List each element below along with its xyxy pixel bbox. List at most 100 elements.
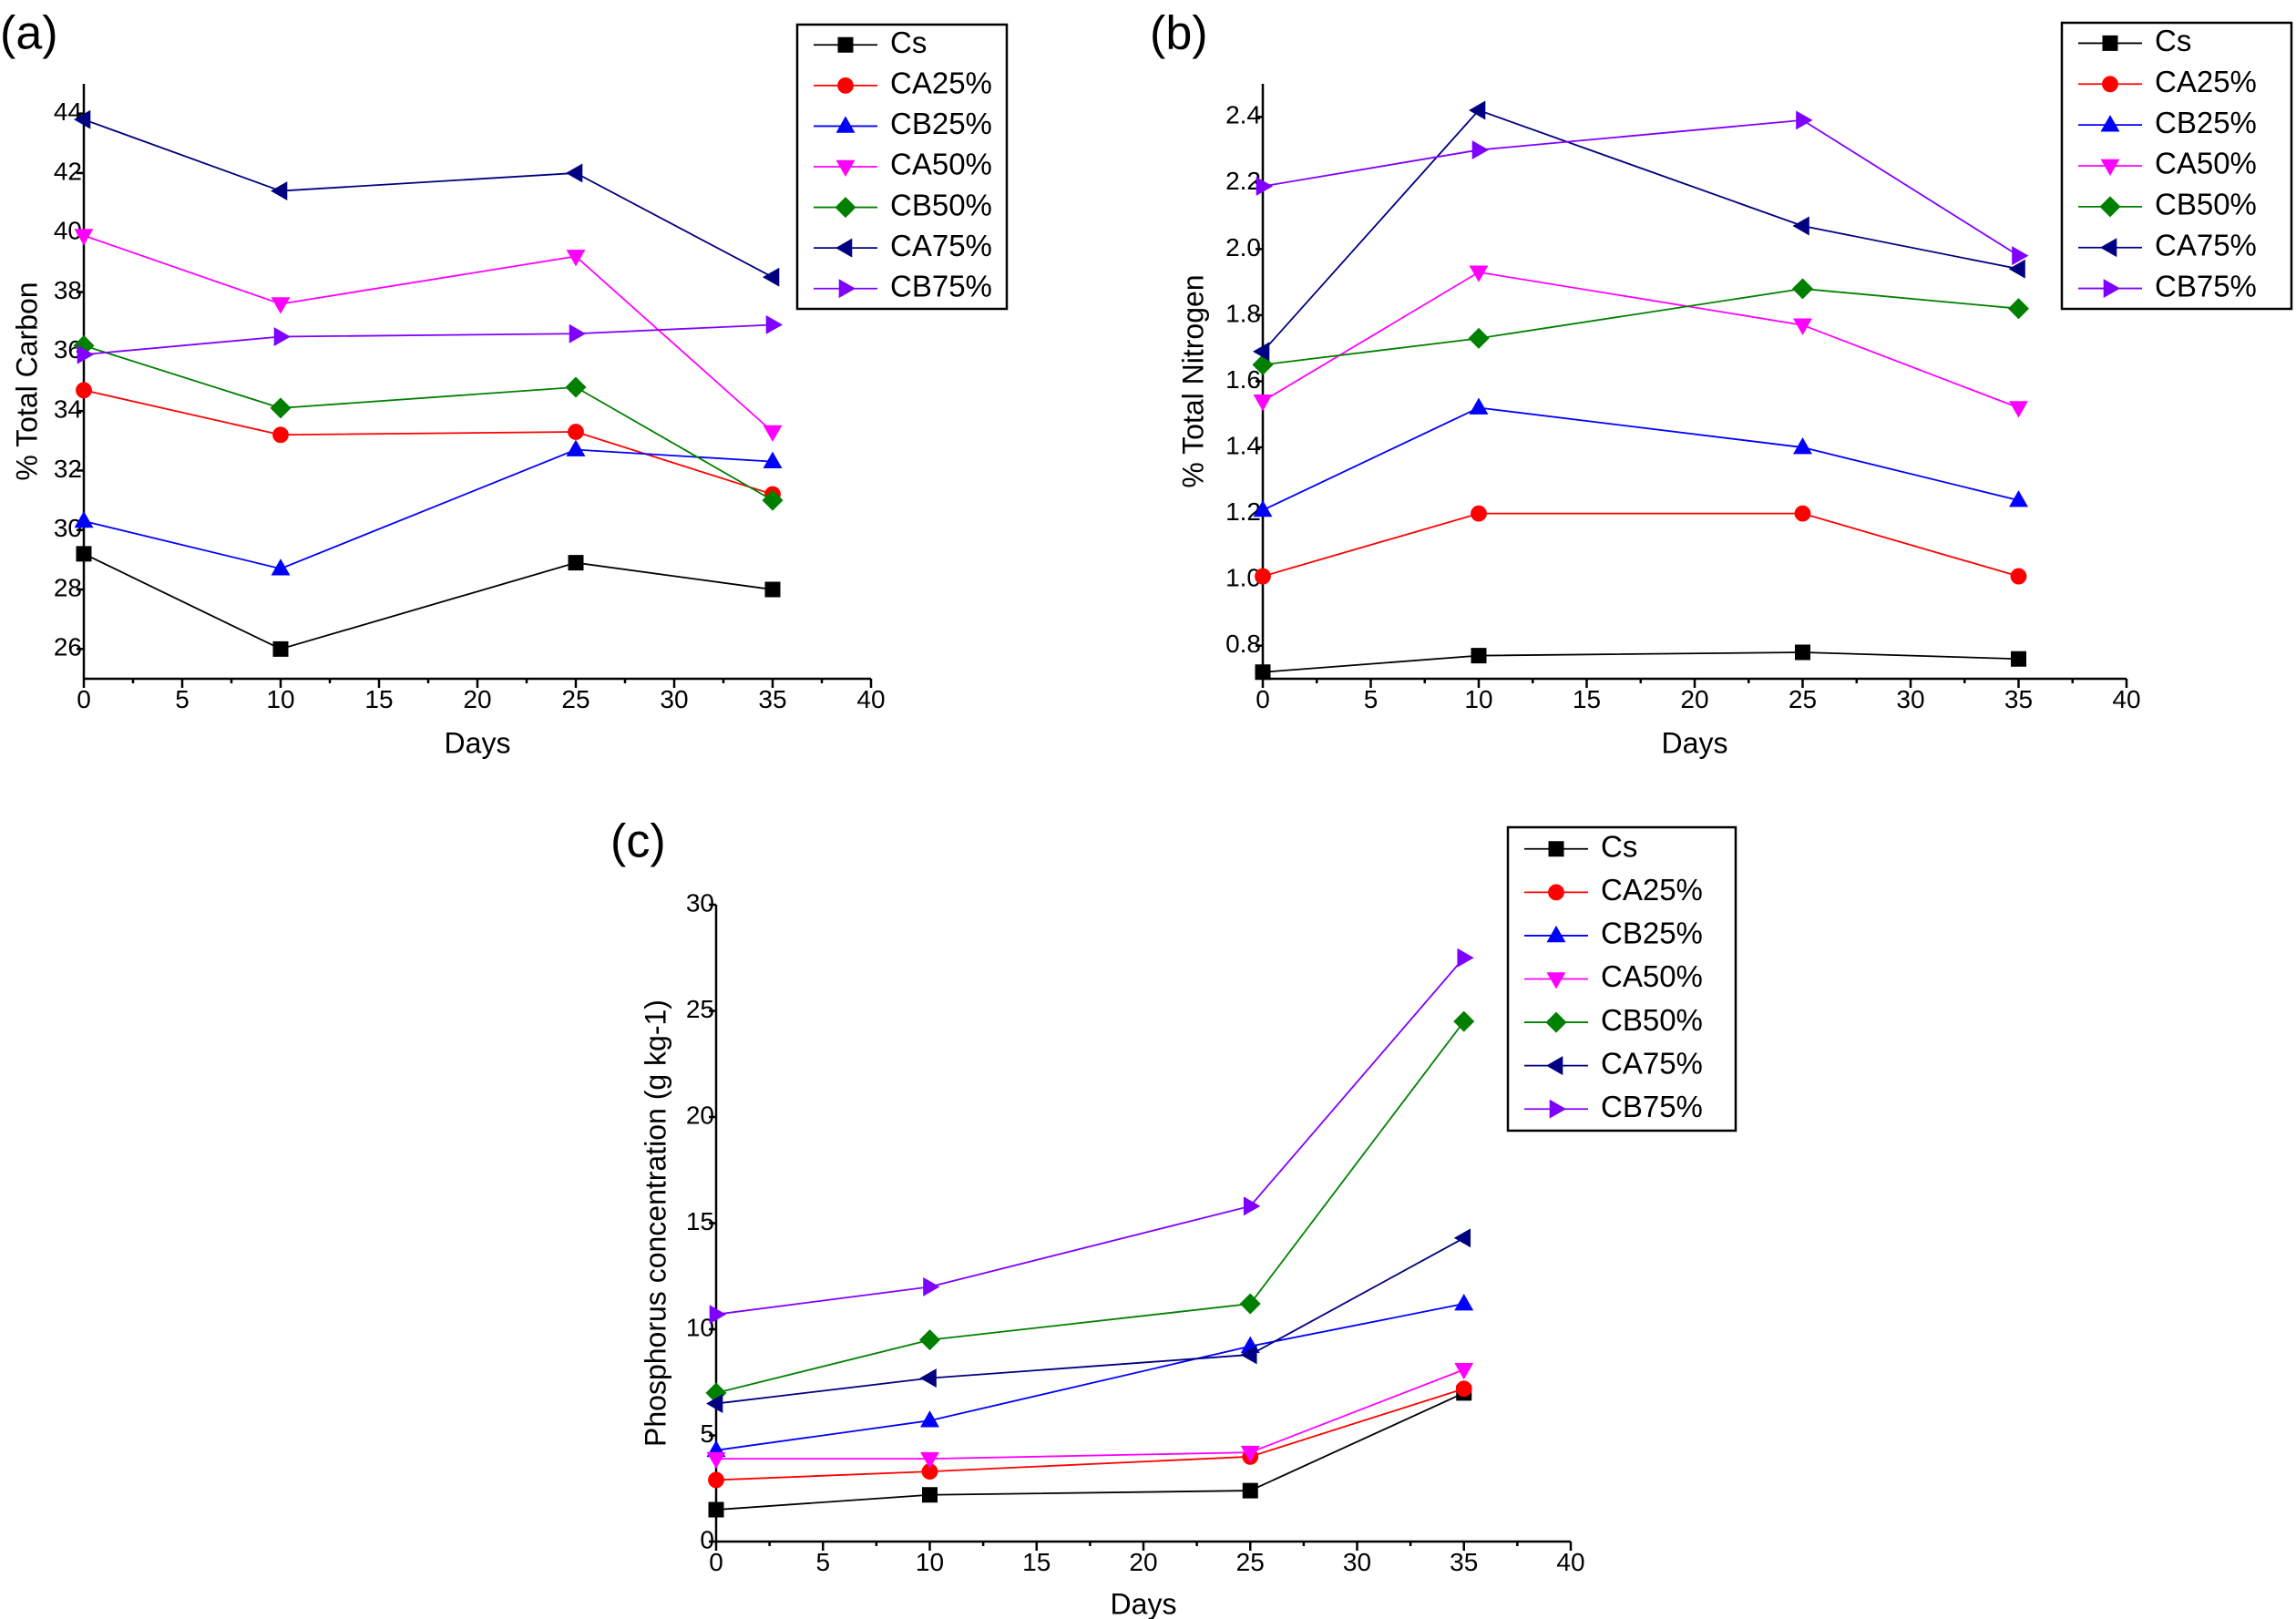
data-point (272, 640, 289, 657)
series-ca75-pct (705, 1228, 1471, 1414)
series-line (83, 553, 774, 651)
series-line (716, 1368, 1465, 1460)
data-point (1453, 1010, 1475, 1032)
data-point (764, 581, 781, 598)
data-point (708, 1501, 724, 1518)
data-point (1795, 644, 1810, 661)
x-tick-label: 10 (916, 1548, 944, 1576)
legend-marker (2100, 159, 2120, 177)
data-point (762, 489, 784, 511)
y-tick-label: 28 (54, 573, 82, 601)
data-point (76, 382, 92, 399)
data-point (1252, 354, 1274, 375)
data-point (923, 1276, 940, 1296)
legend: Cs CA25% CB25% CA50% CB50% CA75% CB75% (2060, 21, 2293, 311)
data-point (568, 555, 584, 571)
data-point (1794, 505, 1811, 522)
y-tick-label: 0.8 (1225, 630, 1261, 658)
series-line (1262, 406, 2019, 511)
x-tick-label: 40 (1556, 1548, 1584, 1576)
x-tick-label: 20 (463, 685, 491, 713)
series-cb50-pct (1252, 278, 2030, 375)
x-tick-label: 30 (660, 685, 688, 713)
data-point (1793, 437, 1812, 455)
legend-label: CB25% (1601, 917, 1703, 950)
legend-label: CA25% (1601, 873, 1703, 907)
data-point (270, 181, 288, 201)
series-cb75-pct (1256, 110, 2029, 266)
series-cb25-pct (1253, 397, 2028, 517)
data-point (1240, 1445, 1260, 1463)
legend-label: CA75% (1601, 1046, 1703, 1080)
legend-marker (1545, 1056, 1563, 1076)
legend-label: CA25% (890, 67, 992, 100)
series-ca75-pct (1252, 100, 2025, 362)
legend-marker (837, 77, 854, 94)
x-axis-title: Days (445, 726, 511, 759)
y-tick-label: 30 (686, 888, 714, 917)
legend-marker (1549, 1099, 1567, 1119)
y-tick-label: 1.8 (1225, 299, 1261, 327)
data-point (1468, 327, 1490, 349)
legend: Cs CA25% CB25% CA50% CB50% CA75% CB75% (795, 23, 1009, 311)
chart-panel-1: (a)0 5 10 15 20 25 30 35 4026283032343638404244D… (0, 7, 1009, 759)
data-point (1253, 499, 1273, 517)
data-point (1240, 1345, 1257, 1365)
series-line (1262, 288, 2019, 366)
legend-label: CA50% (2155, 147, 2257, 180)
legend-marker (835, 116, 856, 133)
series-cb25-pct (74, 439, 783, 576)
series-line (83, 234, 774, 433)
x-tick-label: 35 (2004, 685, 2033, 713)
data-point (708, 1471, 724, 1489)
x-tick-label: 0 (1256, 685, 1270, 713)
legend-marker (835, 159, 856, 178)
legend-label: CB75% (1601, 1090, 1703, 1123)
x-tick-label: 30 (1896, 685, 1924, 713)
data-point (1239, 1293, 1261, 1315)
y-tick-label: 1.4 (1225, 431, 1261, 459)
legend-marker (835, 197, 856, 219)
y-tick-label: 2.2 (1225, 167, 1261, 195)
series-line (1262, 118, 2019, 257)
chart-panel-3: (c)0 5 10 15 20 25 30 35 40051015202530DaysPhosp… (610, 815, 1737, 1619)
legend-label: CA50% (1601, 959, 1703, 993)
data-point (1453, 1228, 1471, 1248)
data-point (1243, 1196, 1261, 1216)
x-tick-label: 5 (175, 685, 190, 713)
x-tick-label: 15 (1022, 1548, 1051, 1576)
data-point (1457, 948, 1474, 968)
legend-marker (2099, 196, 2121, 218)
x-tick-label: 15 (1573, 685, 1601, 713)
y-tick-label: 34 (54, 395, 82, 424)
series-line (83, 344, 774, 501)
data-point (1468, 100, 1486, 120)
legend-label: Cs (1601, 830, 1637, 864)
legend-label: CA25% (2155, 65, 2257, 98)
data-point (565, 376, 587, 398)
series-cs (708, 1385, 1472, 1518)
legend-label: CA75% (2155, 228, 2257, 261)
legend-marker (835, 238, 853, 258)
legend-label: Cs (890, 26, 927, 59)
data-point (270, 397, 292, 419)
data-point (922, 1487, 938, 1503)
x-tick-label: 40 (856, 685, 885, 713)
data-point (1796, 110, 1813, 130)
x-tick-label: 25 (561, 685, 589, 713)
data-point (1455, 1380, 1472, 1398)
x-axis-title: Days (1662, 726, 1728, 759)
legend-label: CA50% (890, 148, 992, 181)
legend-label: CA75% (890, 229, 992, 262)
y-tick-label: 15 (686, 1207, 714, 1235)
data-point (2012, 246, 2029, 266)
series-line (1262, 512, 2019, 578)
data-point (1256, 176, 1274, 196)
x-tick-label: 40 (2112, 685, 2140, 713)
data-point (271, 297, 291, 314)
legend-marker (1546, 972, 1566, 989)
data-point (763, 425, 783, 443)
legend: Cs CA25% CB25% CA50% CB50% CA75% CB75% (1506, 825, 1737, 1132)
y-tick-label: 26 (54, 633, 82, 661)
